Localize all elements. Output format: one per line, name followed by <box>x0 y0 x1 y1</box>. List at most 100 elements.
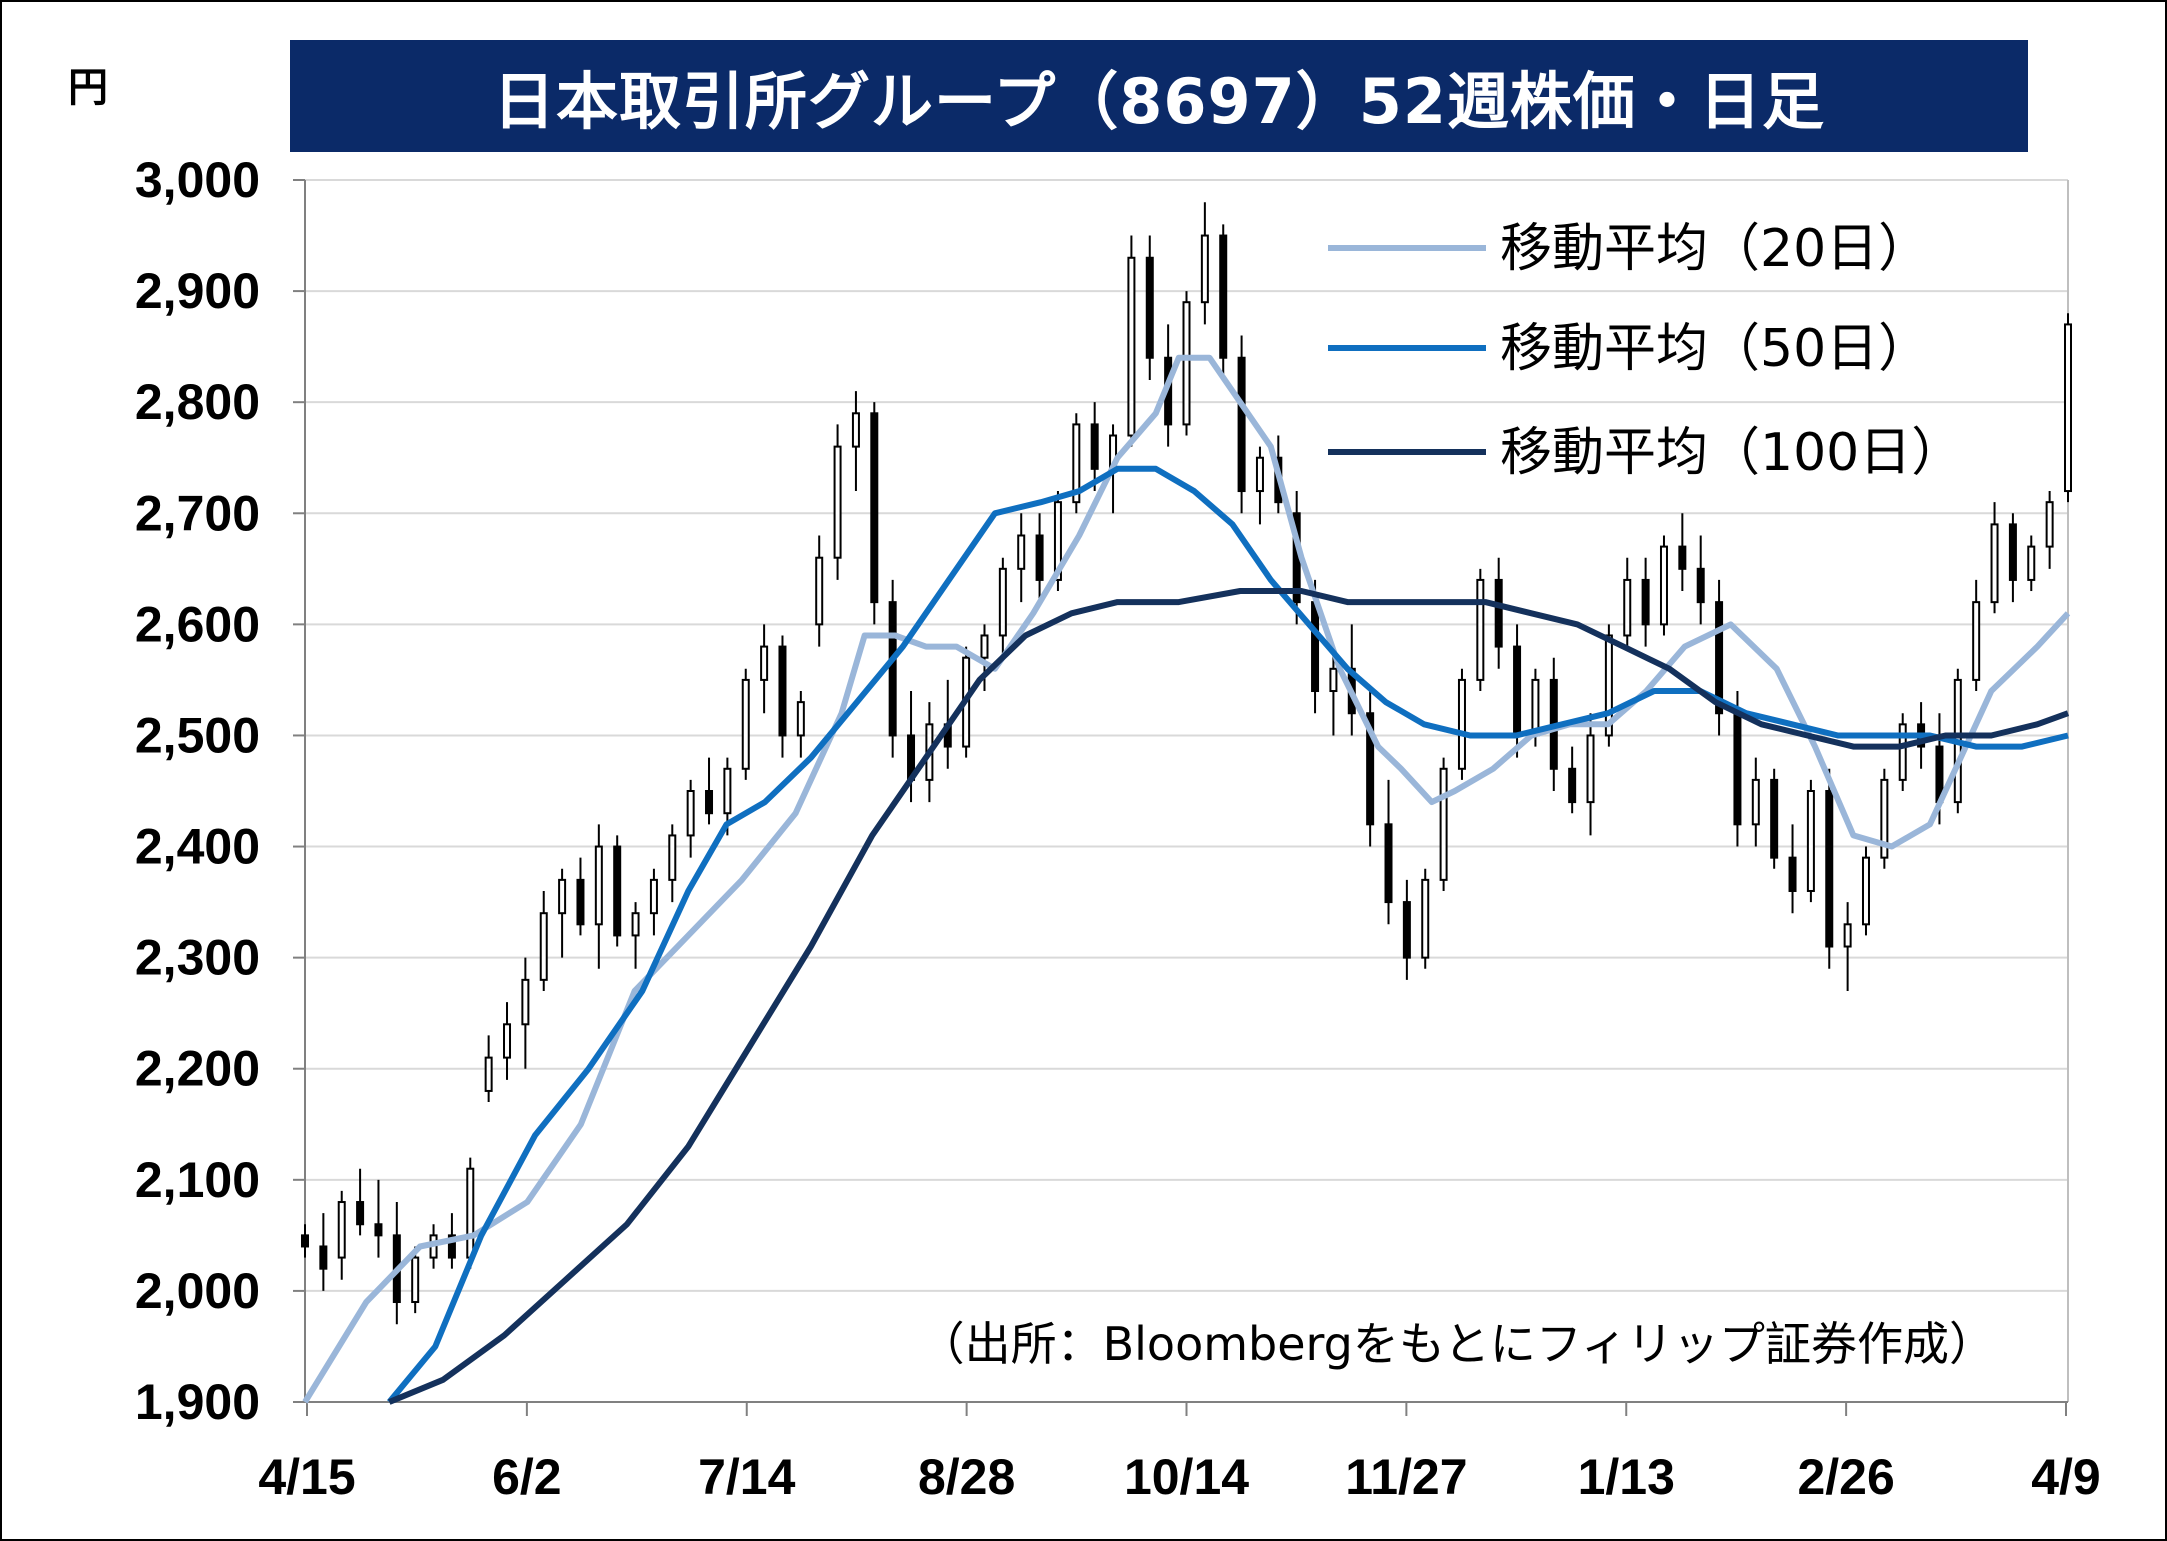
candle-body <box>1035 534 1044 581</box>
candle-body <box>668 834 677 881</box>
x-tick-label: 1/13 <box>1578 1449 1675 1505</box>
candle-body <box>2064 323 2072 493</box>
candle-body <box>1678 545 1687 570</box>
candle-body <box>1825 790 1834 948</box>
legend-label: 移動平均（50日） <box>1500 319 1930 379</box>
candle-body <box>631 912 640 937</box>
candle-body <box>1329 667 1338 693</box>
x-tick-label: 4/9 <box>2031 1449 2101 1505</box>
candle-body <box>1439 767 1448 881</box>
candle-body <box>888 601 897 737</box>
candle-body <box>833 445 842 559</box>
candle-body <box>1127 256 1136 437</box>
candle-body <box>1494 578 1503 648</box>
candle-body <box>1531 678 1540 737</box>
candle-body <box>1421 878 1430 959</box>
candle-body <box>778 645 787 737</box>
y-tick-label: 2,800 <box>135 374 260 430</box>
candle-body <box>2027 545 2036 581</box>
x-tick-label: 10/14 <box>1124 1449 1249 1505</box>
candle-body <box>1586 734 1595 804</box>
candle-body <box>1604 634 1613 737</box>
candle-body <box>2045 501 2054 548</box>
candle-body <box>1072 423 1081 504</box>
y-tick-label: 2,300 <box>135 930 260 986</box>
candle-body <box>649 878 658 915</box>
candle-body <box>558 878 567 915</box>
legend-label: 移動平均（20日） <box>1500 219 1930 279</box>
x-axis-ticks: 4/15 6/2 7/14 8/28 10/14 11/27 1/13 2/26 4/9 <box>258 1402 2101 1505</box>
ma50-line <box>386 465 2069 1404</box>
candle-body <box>1402 901 1411 959</box>
candle-body <box>741 678 750 770</box>
candle-body <box>1751 778 1760 826</box>
x-tick-label: 11/27 <box>1345 1449 1467 1505</box>
legend: 移動平均（20日） 移動平均（50日） 移動平均（100日） <box>1328 219 1963 483</box>
candle-body <box>686 790 695 837</box>
y-tick-label: 2,600 <box>135 596 260 652</box>
candle-body <box>1659 545 1668 626</box>
candle-body <box>319 1245 328 1270</box>
x-tick-label: 6/2 <box>492 1449 562 1505</box>
candle-body <box>1182 301 1191 426</box>
x-tick-label: 7/14 <box>698 1449 796 1505</box>
candle-body <box>1972 601 1981 681</box>
candle-body <box>760 645 769 681</box>
candle-body <box>1568 767 1577 804</box>
y-axis-ticks: 1,900 2,000 2,100 2,200 2,300 2,400 2,500 2,600… <box>135 152 305 1430</box>
candle-body <box>613 845 622 937</box>
candle-body <box>1806 790 1815 892</box>
ma20-line <box>302 354 2071 1404</box>
candle-body <box>870 412 879 604</box>
candle-body <box>576 878 585 926</box>
candle-body <box>1366 712 1375 826</box>
candle-body <box>1696 567 1705 604</box>
candle-body <box>411 1256 420 1304</box>
candle-body <box>815 556 824 626</box>
candle-body <box>356 1201 365 1226</box>
candle-body <box>1311 601 1320 693</box>
candle-body <box>1990 523 1999 604</box>
candle-body <box>2008 523 2017 581</box>
y-axis-unit-label: 円 <box>68 65 108 111</box>
candle-body <box>1145 256 1154 359</box>
candle-body <box>539 912 548 981</box>
candle-body <box>1788 856 1797 892</box>
candle-body <box>1880 778 1889 859</box>
moving-average-lines <box>302 354 2071 1405</box>
candle-body <box>1053 501 1062 581</box>
candle-body <box>1898 723 1907 781</box>
candle-body <box>1255 456 1264 493</box>
candle-body <box>301 1234 309 1248</box>
y-tick-label: 2,000 <box>135 1263 260 1319</box>
candle-body <box>851 412 860 448</box>
candle-body <box>998 567 1007 637</box>
y-tick-label: 2,100 <box>135 1152 260 1208</box>
candle-body <box>1384 823 1393 904</box>
x-tick-label: 2/26 <box>1797 1449 1894 1505</box>
chart-title: 日本取引所グループ（8697）52週株価・日足 <box>290 40 2028 152</box>
x-tick-label: 8/28 <box>918 1449 1015 1505</box>
candle-body <box>1237 356 1246 493</box>
candle-body <box>1457 678 1466 770</box>
candle-body <box>1733 712 1742 826</box>
candle-body <box>1861 856 1870 926</box>
candle-body <box>484 1056 493 1092</box>
candle-body <box>466 1167 475 1259</box>
ma100-line <box>388 588 2070 1405</box>
candle-body <box>1641 578 1650 626</box>
candle-body <box>1513 645 1522 737</box>
candle-body <box>374 1223 383 1237</box>
candle-body <box>594 845 603 926</box>
y-tick-label: 2,500 <box>135 707 260 763</box>
candle-body <box>503 1023 512 1059</box>
source-note: （出所：Bloombergをもとにフィリップ証券作成） <box>919 1317 1995 1371</box>
candle-body <box>1090 423 1099 470</box>
x-tick-label: 4/15 <box>258 1449 355 1505</box>
candle-body <box>1476 578 1485 681</box>
y-tick-label: 2,200 <box>135 1041 260 1097</box>
candle-body <box>796 701 805 737</box>
candle-body <box>705 790 714 815</box>
